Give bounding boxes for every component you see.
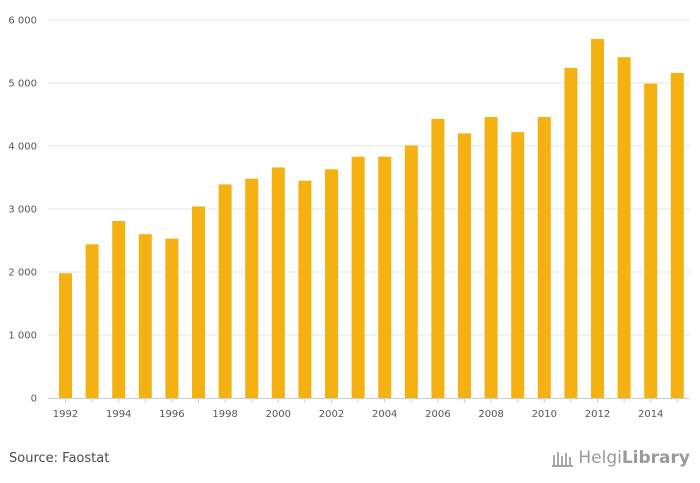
x-tick-label: 1998 [212,409,237,420]
x-axis-ticks: 1992 1994 1996 1998 2000 2002 2004 2006 2008 2010… [53,398,678,420]
brand-name-a: Helgi [578,448,622,468]
y-tick-label: 1 000 [8,331,37,342]
y-axis-ticks: 0 1 000 2 000 3 000 4 000 5 000 6 000 [8,16,37,405]
x-tick-label: 2004 [372,409,397,420]
x-tick-label: 1994 [106,409,131,420]
x-tick-label: 2012 [585,409,610,420]
library-icon [552,452,574,467]
bar-1992 [59,273,72,398]
bar-2008 [484,117,498,399]
bar-2015 [670,72,684,399]
y-tick-label: 4 000 [8,142,37,153]
bar-2003 [351,156,365,398]
brand-logo: HelgiLibrary [552,448,690,468]
bar-1999 [245,178,259,398]
source-note: Source: Faostat [9,451,110,466]
bar-2004 [378,156,392,398]
bar-2006 [431,118,445,398]
x-tick-label: 2008 [478,409,503,420]
bar-1998 [218,184,232,398]
x-tick-label: 2014 [638,409,663,420]
x-tick-label: 2010 [532,409,557,420]
x-tick-label: 1992 [53,409,78,420]
x-tick-label: 1996 [159,409,184,420]
bar-2002 [325,169,338,398]
bar-2012 [591,38,604,399]
brand-name-b: Library [621,448,690,468]
y-tick-label: 5 000 [8,79,37,90]
x-tick-label: 2006 [425,409,450,420]
grid-lines [48,19,690,336]
y-tick-label: 0 [31,394,37,405]
bar-2009 [511,132,525,398]
bar-1997 [192,206,205,398]
bar-2000 [271,167,285,398]
bar-1993 [85,244,99,398]
y-tick-label: 2 000 [8,268,37,279]
bar-1996 [165,238,179,398]
bar-2014 [644,83,658,398]
bar-2010 [537,117,551,399]
x-tick-label: 2002 [319,409,344,420]
bar-2011 [564,67,578,398]
bar-2005 [404,145,418,398]
x-tick-label: 2000 [266,409,291,420]
bar-2001 [298,180,312,398]
bar-2013 [617,57,631,399]
bar-1995 [138,234,152,398]
bar-2007 [458,133,471,398]
bars [59,38,684,399]
bar-1994 [112,220,126,398]
y-tick-label: 3 000 [8,205,37,216]
y-tick-label: 6 000 [8,16,37,27]
